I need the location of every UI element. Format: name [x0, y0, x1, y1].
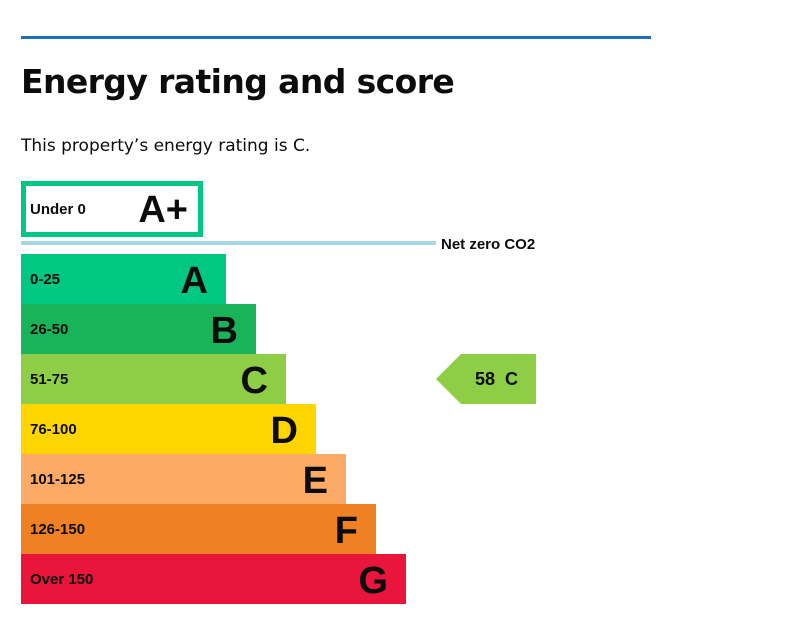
band-f-bar	[21, 504, 376, 554]
current-rating-label: 58 C	[475, 369, 518, 389]
band-d-letter: D	[271, 410, 298, 452]
page-title: Energy rating and score	[21, 62, 455, 101]
band-c-bar	[21, 354, 286, 404]
band-a-plus-letter: A+	[138, 189, 188, 231]
net-zero-line	[21, 241, 436, 245]
band-b-letter: B	[211, 310, 238, 352]
net-zero-label: Net zero CO2	[441, 236, 535, 253]
band-e-letter: E	[303, 460, 328, 502]
band-d-bar	[21, 404, 316, 454]
current-rating-pointer	[436, 354, 536, 404]
band-e-bar	[21, 454, 346, 504]
band-a-plus-box	[21, 181, 203, 237]
band-f-range: 126-150	[30, 521, 85, 538]
band-a-plus-range: Under 0	[30, 201, 86, 218]
top-rule	[21, 36, 651, 39]
band-c-range: 51-75	[30, 371, 68, 388]
band-b-range: 26-50	[30, 321, 68, 338]
band-a-letter: A	[181, 260, 208, 302]
band-g-bar	[21, 554, 406, 604]
current-letter: C	[505, 369, 518, 389]
band-e-range: 101-125	[30, 471, 85, 488]
band-g-range: Over 150	[30, 571, 93, 588]
band-g-letter: G	[358, 560, 388, 602]
band-a-range: 0-25	[30, 271, 60, 288]
band-f-letter: F	[335, 510, 358, 552]
band-a-bar	[21, 254, 226, 304]
band-b-bar	[21, 304, 256, 354]
band-d-range: 76-100	[30, 421, 77, 438]
current-score: 58	[475, 369, 495, 389]
rating-summary: This property’s energy rating is C.	[21, 136, 311, 156]
band-c-letter: C	[241, 360, 268, 402]
